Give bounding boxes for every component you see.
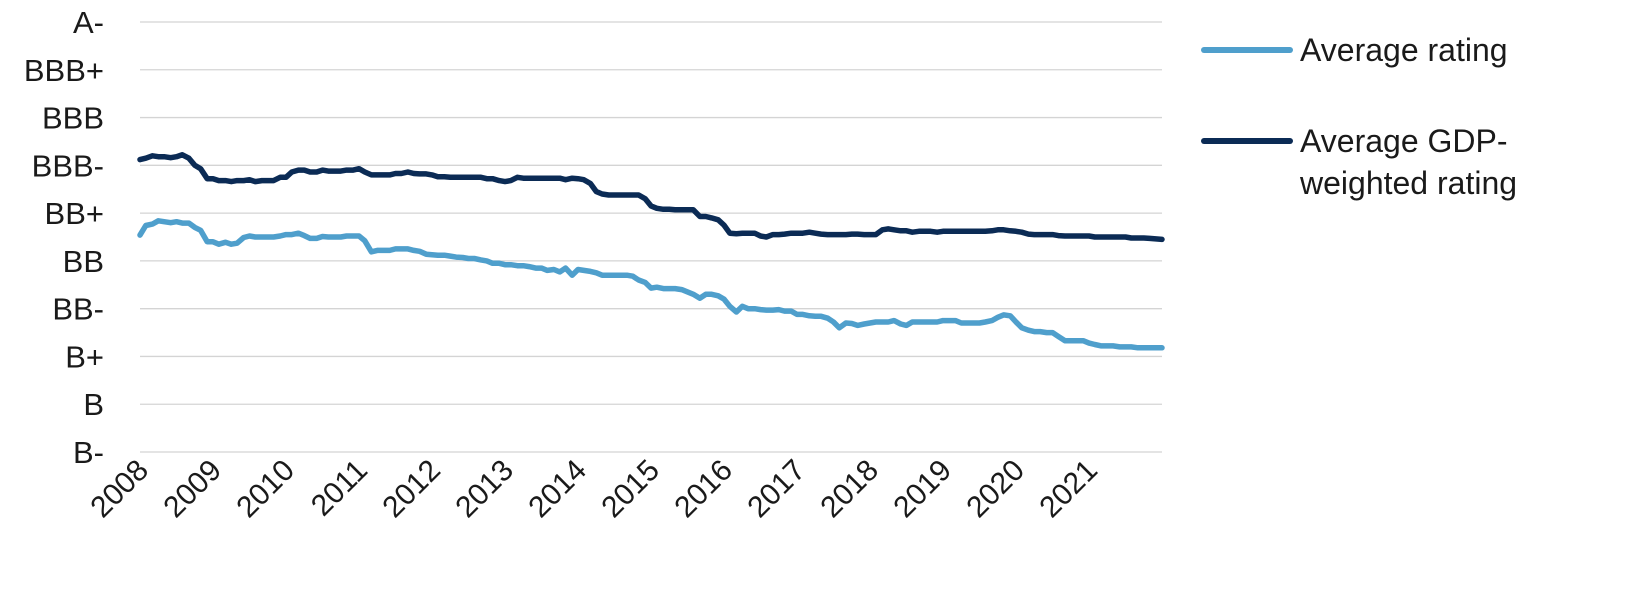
y-tick-label: BBB+: [24, 53, 104, 88]
x-tick-label: 2009: [157, 454, 228, 525]
y-tick-label: B+: [65, 339, 104, 374]
x-tick-label: 2017: [741, 454, 812, 525]
x-tick-label: 2014: [522, 454, 593, 525]
x-tick-label: 2020: [960, 454, 1031, 525]
series-lines: [137, 152, 1165, 351]
y-tick-label: BBB: [42, 101, 104, 136]
x-tick-label: 2016: [668, 454, 739, 525]
legend: Average rating Average GDP-weighted ratin…: [1201, 32, 1517, 201]
x-tick-label: 2011: [305, 454, 374, 523]
y-tick-label: BBB-: [32, 148, 104, 183]
legend-label-1: Average GDP-weighted rating: [1299, 123, 1517, 201]
x-axis-tick-labels: 2008 2009 2010 2011 2012 2013 2014 2015 2016 2017…: [84, 454, 1104, 525]
y-tick-label: A-: [73, 5, 104, 40]
series-line-0: [137, 218, 1165, 351]
x-tick-label: 2018: [814, 454, 885, 525]
y-tick-label: BB+: [45, 196, 104, 231]
y-tick-label: B-: [73, 435, 104, 470]
x-tick-label: 2013: [449, 454, 520, 525]
y-tick-label: BB: [63, 244, 104, 279]
x-tick-label: 2015: [595, 454, 666, 525]
gridlines: [140, 21, 1162, 453]
x-tick-label: 2012: [376, 454, 447, 525]
legend-label-0: Average rating: [1300, 32, 1508, 68]
series-line-1: [137, 152, 1165, 243]
y-tick-label: BB-: [52, 292, 104, 327]
y-tick-label: B: [83, 387, 104, 422]
x-tick-label: 2019: [887, 454, 958, 525]
x-tick-label: 2021: [1033, 454, 1104, 525]
x-tick-label: 2010: [230, 454, 301, 525]
